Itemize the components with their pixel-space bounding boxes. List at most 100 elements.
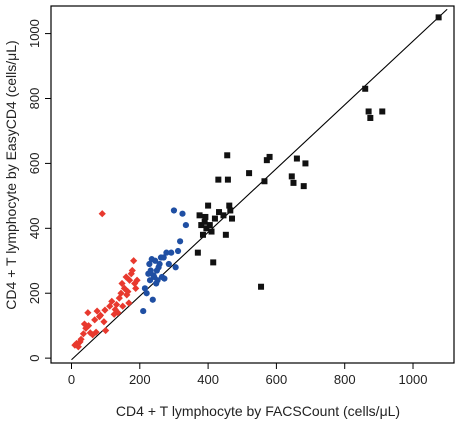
diamond-data-point <box>124 288 132 296</box>
diamond-data-point <box>119 302 127 310</box>
circle-data-point <box>146 260 153 268</box>
square-data-point <box>288 173 295 180</box>
square-data-point <box>216 209 223 216</box>
square-data-point <box>227 207 234 214</box>
diamond-data-point <box>112 300 121 309</box>
square-data-point <box>206 222 213 229</box>
circle-data-point <box>149 296 156 303</box>
square-data-point <box>261 178 268 185</box>
identity-reference-line <box>71 8 448 361</box>
square-data-point <box>365 108 372 115</box>
diamond-data-point <box>84 322 93 330</box>
diamond-data-point <box>128 266 136 275</box>
diamond-data-point <box>102 326 110 335</box>
circle-data-point <box>174 247 182 255</box>
diamond-data-point <box>89 331 97 339</box>
diamond-data-point <box>86 329 94 337</box>
square-data-point <box>196 212 203 219</box>
data-points <box>71 14 442 351</box>
circle-data-point <box>172 264 179 271</box>
square-data-point <box>258 283 265 290</box>
circle-data-point <box>141 285 149 292</box>
diamond-data-point <box>117 289 125 297</box>
diamond-data-point <box>93 307 101 315</box>
square-data-point <box>435 14 442 21</box>
square-data-point <box>211 215 218 222</box>
x-tick-label: 1000 <box>399 372 428 387</box>
square-data-point <box>300 183 307 190</box>
square-data-point <box>226 202 233 209</box>
circle-data-point <box>143 290 150 297</box>
y-tick-label: 200 <box>27 282 42 304</box>
square-data-point <box>208 228 215 235</box>
circle-data-point <box>154 277 161 284</box>
plot-frame <box>50 5 455 364</box>
circle-data-point <box>140 307 147 315</box>
square-data-point <box>210 259 217 266</box>
diamond-data-point <box>122 273 130 281</box>
circle-data-point <box>156 260 163 268</box>
y-tick-label: 800 <box>27 88 42 110</box>
diamond-data-point <box>101 306 109 314</box>
circle-data-point <box>160 254 167 261</box>
x-tick-label: 600 <box>266 372 288 387</box>
x-tick-label: 0 <box>68 372 75 387</box>
diamond-data-point <box>130 257 138 265</box>
diamond-data-point <box>114 309 122 317</box>
square-data-point <box>263 157 270 164</box>
diamond-data-point <box>77 335 85 343</box>
square-data-point <box>379 108 386 115</box>
square-data-point <box>205 202 212 209</box>
circle-data-point <box>176 238 184 245</box>
square-data-point <box>222 231 229 238</box>
diamond-data-point <box>132 284 140 292</box>
diamond-data-point <box>106 302 114 310</box>
square-data-point <box>220 212 227 219</box>
square-data-point <box>362 85 369 92</box>
square-data-point <box>201 218 208 225</box>
square-data-point <box>246 170 253 177</box>
circle-data-point <box>179 210 186 217</box>
x-tick-label: 800 <box>334 372 356 387</box>
square-data-point <box>224 176 231 183</box>
circle-data-point <box>168 249 175 256</box>
diamond-data-point <box>133 276 141 284</box>
diamond-data-point <box>84 309 92 317</box>
x-tick-label: 200 <box>129 372 151 387</box>
diamond-data-point <box>118 279 126 288</box>
square-data-point <box>224 152 231 159</box>
y-tick-label: 400 <box>27 217 42 239</box>
diamond-data-point <box>125 299 133 307</box>
x-axis-title: CD4 + T lymphocyte by FACSCount (cells/μ… <box>116 403 400 419</box>
square-data-point <box>367 114 374 121</box>
square-data-point <box>302 160 309 167</box>
y-axis: 0 200 400 600 800 1000 <box>27 19 51 362</box>
square-data-point <box>215 176 222 183</box>
diamond-data-point <box>98 210 106 218</box>
square-data-point <box>198 222 205 229</box>
square-data-point <box>229 215 236 222</box>
diamond-data-point <box>80 320 89 328</box>
diamond-data-point <box>108 297 116 305</box>
circle-data-point <box>170 207 178 214</box>
diamond-data-point <box>74 343 82 351</box>
square-data-point <box>293 155 300 162</box>
x-tick-label: 400 <box>197 372 219 387</box>
circle-data-point <box>161 275 168 282</box>
x-axis: 0 200 400 600 800 1000 <box>68 363 428 387</box>
diamond-data-point <box>92 328 100 336</box>
square-data-point <box>266 153 273 160</box>
diamond-data-point <box>82 324 90 332</box>
circle-data-point <box>147 267 154 274</box>
circle-data-point <box>163 249 170 256</box>
circle-data-point <box>165 260 172 268</box>
diamond-data-point <box>96 311 105 319</box>
square-data-point <box>202 213 209 220</box>
circle-data-point <box>152 257 159 264</box>
circle-data-point <box>182 221 190 229</box>
square-data-point <box>194 249 201 256</box>
y-tick-label: 0 <box>27 355 42 362</box>
diamond-data-point <box>79 330 88 338</box>
diamond-data-point <box>100 318 108 326</box>
